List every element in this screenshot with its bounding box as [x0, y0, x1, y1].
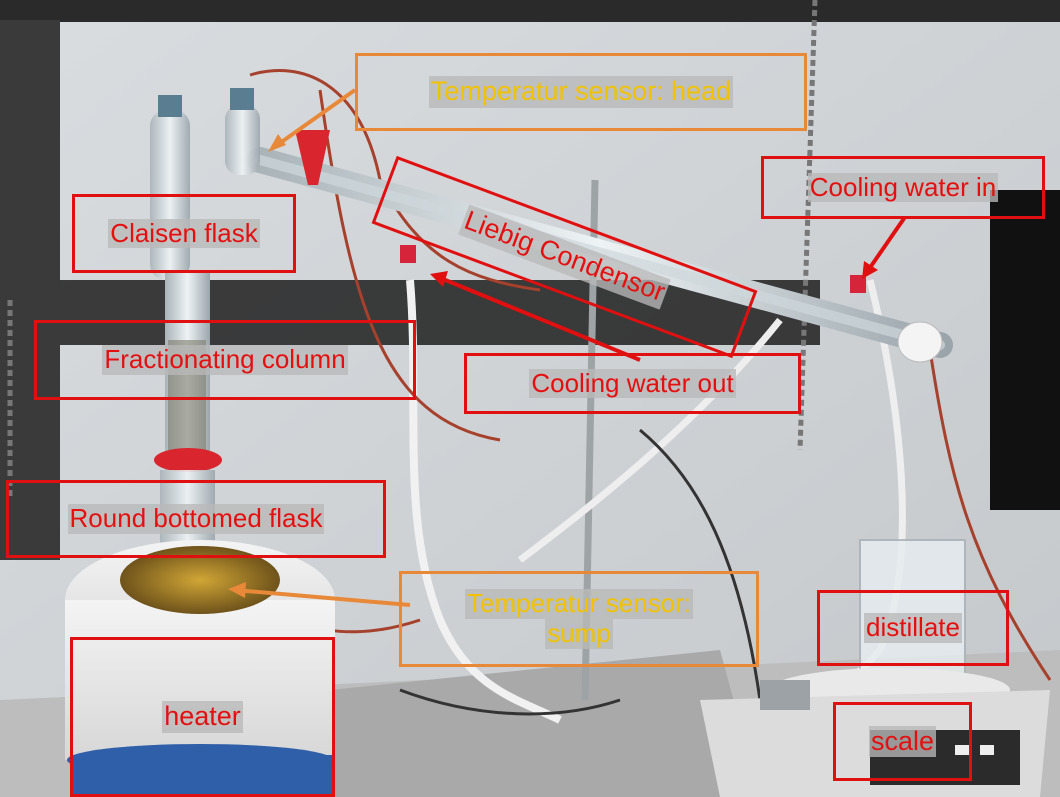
label-temp-sensor-sump-line1: Temperatur sensor: — [465, 588, 693, 619]
arrow-temp-head-head — [268, 134, 286, 152]
label-distillate: distillate — [817, 590, 1009, 666]
label-fractionating-column-text: Fractionating column — [102, 344, 348, 375]
label-temp-sensor-head: Temperatur sensor: head — [355, 53, 807, 131]
label-cooling-water-out-text: Cooling water out — [529, 367, 736, 399]
arrow-cooling-water-out — [437, 275, 641, 362]
label-round-bottomed-flask-text: Round bottomed flask — [67, 503, 325, 534]
label-distillate-text: distillate — [864, 612, 962, 643]
label-cooling-water-in-text: Cooling water in — [807, 171, 999, 203]
label-round-bottomed-flask: Round bottomed flask — [6, 480, 386, 558]
label-heater-text: heater — [162, 701, 243, 733]
label-temp-sensor-sump: Temperatur sensor: sump — [399, 571, 759, 667]
label-scale: scale — [833, 702, 972, 781]
label-temp-sensor-sump-line2: sump — [545, 618, 613, 649]
arrow-temp-sump-head — [228, 582, 246, 598]
label-claisen-flask-text: Claisen flask — [108, 217, 260, 249]
label-fractionating-column: Fractionating column — [34, 320, 416, 400]
label-cooling-water-in: Cooling water in — [761, 156, 1045, 219]
arrow-temp-sump — [234, 588, 411, 607]
label-heater: heater — [70, 637, 335, 797]
arrow-temp-head — [271, 88, 357, 150]
label-scale-text: scale — [868, 725, 937, 758]
arrow-cooling-water-out-head — [430, 271, 448, 287]
arrow-cooling-water-in — [865, 215, 907, 274]
label-claisen-flask: Claisen flask — [72, 194, 296, 273]
label-cooling-water-out: Cooling water out — [464, 353, 801, 414]
label-temp-sensor-head-text: Temperatur sensor: head — [428, 76, 734, 108]
arrow-cooling-water-in-head — [862, 261, 878, 279]
